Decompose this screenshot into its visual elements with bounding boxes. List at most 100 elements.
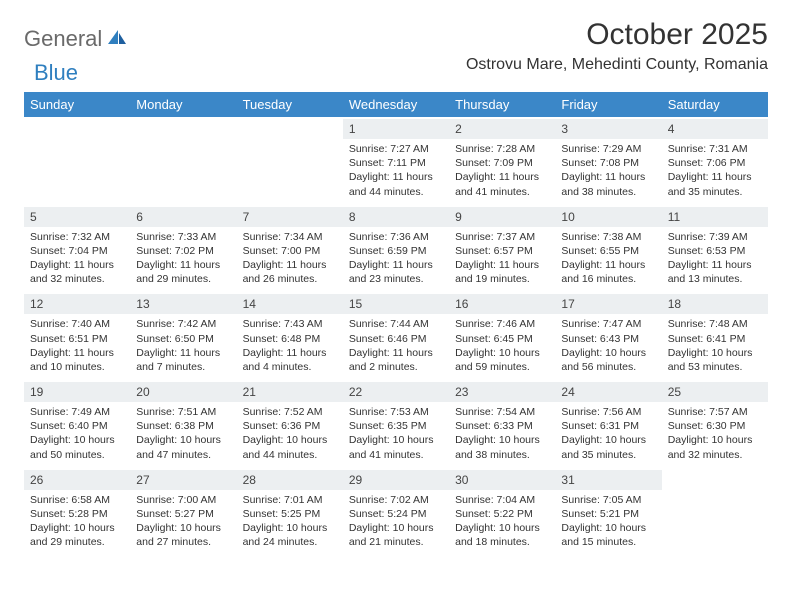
daylight-text: Daylight: 10 hours and 29 minutes. [30, 521, 124, 549]
sunrise-text: Sunrise: 7:42 AM [136, 317, 230, 331]
sunrise-text: Sunrise: 7:02 AM [349, 493, 443, 507]
daylight-text: Daylight: 11 hours and 23 minutes. [349, 258, 443, 286]
sunrise-text: Sunrise: 7:29 AM [561, 142, 655, 156]
sunrise-text: Sunrise: 7:49 AM [30, 405, 124, 419]
day-cell [130, 118, 236, 206]
daylight-text: Daylight: 10 hours and 27 minutes. [136, 521, 230, 549]
day-content: Sunrise: 7:43 AMSunset: 6:48 PMDaylight:… [237, 314, 343, 380]
day-content [130, 139, 236, 195]
sunrise-text: Sunrise: 7:48 AM [668, 317, 762, 331]
daylight-text: Daylight: 11 hours and 32 minutes. [30, 258, 124, 286]
day-number: 11 [662, 207, 768, 227]
week-row: 19Sunrise: 7:49 AMSunset: 6:40 PMDayligh… [24, 381, 768, 469]
sunrise-text: Sunrise: 7:37 AM [455, 230, 549, 244]
week-row: 12Sunrise: 7:40 AMSunset: 6:51 PMDayligh… [24, 293, 768, 381]
day-content: Sunrise: 7:36 AMSunset: 6:59 PMDaylight:… [343, 227, 449, 293]
day-content: Sunrise: 7:39 AMSunset: 6:53 PMDaylight:… [662, 227, 768, 293]
sunrise-text: Sunrise: 7:54 AM [455, 405, 549, 419]
day-content: Sunrise: 7:05 AMSunset: 5:21 PMDaylight:… [555, 490, 661, 556]
day-header-fri: Friday [555, 92, 661, 118]
day-number: 8 [343, 207, 449, 227]
day-content: Sunrise: 7:34 AMSunset: 7:00 PMDaylight:… [237, 227, 343, 293]
month-title: October 2025 [466, 18, 768, 52]
daylight-text: Daylight: 10 hours and 47 minutes. [136, 433, 230, 461]
day-cell: 16Sunrise: 7:46 AMSunset: 6:45 PMDayligh… [449, 293, 555, 381]
sunrise-text: Sunrise: 7:39 AM [668, 230, 762, 244]
day-number: 29 [343, 470, 449, 490]
day-content: Sunrise: 7:28 AMSunset: 7:09 PMDaylight:… [449, 139, 555, 205]
day-number [237, 119, 343, 139]
daylight-text: Daylight: 10 hours and 38 minutes. [455, 433, 549, 461]
sunrise-text: Sunrise: 7:56 AM [561, 405, 655, 419]
day-cell: 5Sunrise: 7:32 AMSunset: 7:04 PMDaylight… [24, 206, 130, 294]
daylight-text: Daylight: 11 hours and 26 minutes. [243, 258, 337, 286]
calendar-page: General October 2025 Ostrovu Mare, Mehed… [0, 0, 792, 575]
day-cell: 15Sunrise: 7:44 AMSunset: 6:46 PMDayligh… [343, 293, 449, 381]
sunset-text: Sunset: 6:33 PM [455, 419, 549, 433]
day-header-mon: Monday [130, 92, 236, 118]
day-number: 3 [555, 119, 661, 139]
day-number: 16 [449, 294, 555, 314]
day-content [24, 139, 130, 195]
day-number: 2 [449, 119, 555, 139]
day-number: 27 [130, 470, 236, 490]
day-cell: 11Sunrise: 7:39 AMSunset: 6:53 PMDayligh… [662, 206, 768, 294]
day-content: Sunrise: 7:37 AMSunset: 6:57 PMDaylight:… [449, 227, 555, 293]
day-number: 15 [343, 294, 449, 314]
day-cell: 26Sunrise: 6:58 AMSunset: 5:28 PMDayligh… [24, 469, 130, 556]
day-cell: 25Sunrise: 7:57 AMSunset: 6:30 PMDayligh… [662, 381, 768, 469]
day-header-tue: Tuesday [237, 92, 343, 118]
day-content: Sunrise: 7:53 AMSunset: 6:35 PMDaylight:… [343, 402, 449, 468]
sunrise-text: Sunrise: 7:27 AM [349, 142, 443, 156]
sunset-text: Sunset: 6:57 PM [455, 244, 549, 258]
daylight-text: Daylight: 11 hours and 38 minutes. [561, 170, 655, 198]
sunrise-text: Sunrise: 7:00 AM [136, 493, 230, 507]
daylight-text: Daylight: 11 hours and 10 minutes. [30, 346, 124, 374]
day-cell: 20Sunrise: 7:51 AMSunset: 6:38 PMDayligh… [130, 381, 236, 469]
day-number: 30 [449, 470, 555, 490]
daylight-text: Daylight: 11 hours and 44 minutes. [349, 170, 443, 198]
day-content: Sunrise: 7:32 AMSunset: 7:04 PMDaylight:… [24, 227, 130, 293]
day-cell: 17Sunrise: 7:47 AMSunset: 6:43 PMDayligh… [555, 293, 661, 381]
day-content: Sunrise: 7:27 AMSunset: 7:11 PMDaylight:… [343, 139, 449, 205]
daylight-text: Daylight: 10 hours and 44 minutes. [243, 433, 337, 461]
day-number: 7 [237, 207, 343, 227]
day-content: Sunrise: 7:48 AMSunset: 6:41 PMDaylight:… [662, 314, 768, 380]
day-cell [237, 118, 343, 206]
sunset-text: Sunset: 6:50 PM [136, 332, 230, 346]
day-cell: 18Sunrise: 7:48 AMSunset: 6:41 PMDayligh… [662, 293, 768, 381]
sunset-text: Sunset: 6:31 PM [561, 419, 655, 433]
day-content: Sunrise: 7:44 AMSunset: 6:46 PMDaylight:… [343, 314, 449, 380]
sunset-text: Sunset: 6:40 PM [30, 419, 124, 433]
day-cell: 19Sunrise: 7:49 AMSunset: 6:40 PMDayligh… [24, 381, 130, 469]
daylight-text: Daylight: 11 hours and 7 minutes. [136, 346, 230, 374]
day-number: 18 [662, 294, 768, 314]
daylight-text: Daylight: 10 hours and 35 minutes. [561, 433, 655, 461]
day-number: 28 [237, 470, 343, 490]
day-number: 6 [130, 207, 236, 227]
sunrise-text: Sunrise: 7:51 AM [136, 405, 230, 419]
daylight-text: Daylight: 11 hours and 4 minutes. [243, 346, 337, 374]
sunset-text: Sunset: 5:28 PM [30, 507, 124, 521]
sunset-text: Sunset: 6:53 PM [668, 244, 762, 258]
day-cell: 3Sunrise: 7:29 AMSunset: 7:08 PMDaylight… [555, 118, 661, 206]
sunrise-text: Sunrise: 7:28 AM [455, 142, 549, 156]
sunrise-text: Sunrise: 7:31 AM [668, 142, 762, 156]
day-cell [24, 118, 130, 206]
day-content: Sunrise: 7:54 AMSunset: 6:33 PMDaylight:… [449, 402, 555, 468]
sunrise-text: Sunrise: 7:38 AM [561, 230, 655, 244]
day-cell: 6Sunrise: 7:33 AMSunset: 7:02 PMDaylight… [130, 206, 236, 294]
day-cell [662, 469, 768, 556]
day-number [662, 470, 768, 490]
day-number: 4 [662, 119, 768, 139]
day-content: Sunrise: 7:46 AMSunset: 6:45 PMDaylight:… [449, 314, 555, 380]
sunset-text: Sunset: 6:45 PM [455, 332, 549, 346]
sunset-text: Sunset: 6:43 PM [561, 332, 655, 346]
day-content: Sunrise: 7:49 AMSunset: 6:40 PMDaylight:… [24, 402, 130, 468]
day-number: 10 [555, 207, 661, 227]
day-content: Sunrise: 7:33 AMSunset: 7:02 PMDaylight:… [130, 227, 236, 293]
sunrise-text: Sunrise: 7:53 AM [349, 405, 443, 419]
day-cell: 29Sunrise: 7:02 AMSunset: 5:24 PMDayligh… [343, 469, 449, 556]
sunset-text: Sunset: 7:04 PM [30, 244, 124, 258]
sunset-text: Sunset: 6:48 PM [243, 332, 337, 346]
